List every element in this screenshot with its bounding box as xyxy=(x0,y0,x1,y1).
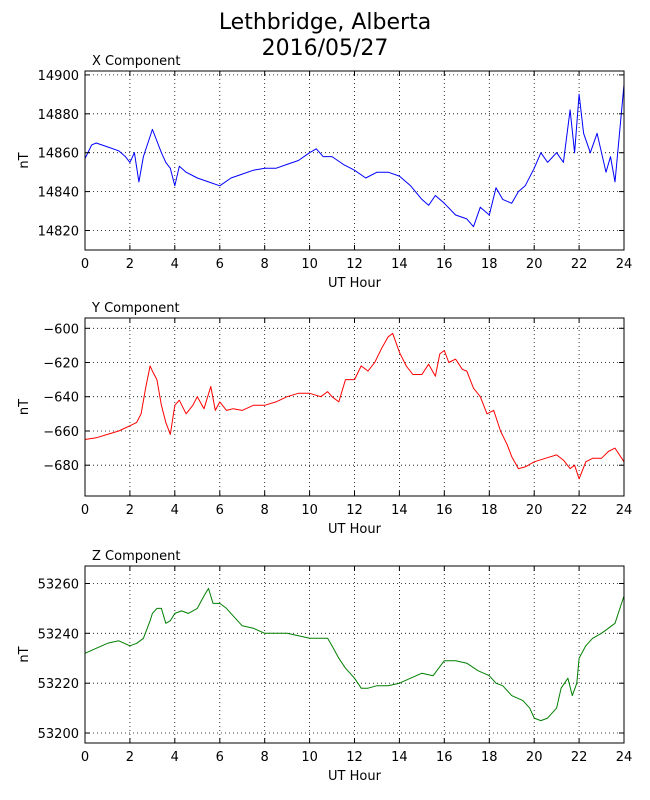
x-x-tick-label: 12 xyxy=(346,257,363,272)
z-x-tick-label: 6 xyxy=(216,750,224,765)
y-x-tick-label: 18 xyxy=(481,503,498,518)
x-x-tick-label: 4 xyxy=(171,257,179,272)
x-x-tick-label: 22 xyxy=(571,257,588,272)
z-panel-title: Z Component xyxy=(92,549,181,564)
z-x-tick-label: 22 xyxy=(571,750,588,765)
y-x-tick-label: 24 xyxy=(616,503,633,518)
y-x-tick-label: 0 xyxy=(81,503,89,518)
z-x-tick-label: 12 xyxy=(346,750,363,765)
chart-title-date: 2016/05/27 xyxy=(261,36,389,61)
y-y-tick-label: −620 xyxy=(43,357,79,372)
y-x-tick-label: 2 xyxy=(126,503,134,518)
y-x-tick-label: 6 xyxy=(216,503,224,518)
z-x-tick-label: 14 xyxy=(391,750,408,765)
y-x-tick-label: 8 xyxy=(261,503,269,518)
y-y-tick-label: −640 xyxy=(43,391,79,406)
y-y-tick-label: −660 xyxy=(43,425,79,440)
y-x-tick-label: 10 xyxy=(301,503,318,518)
z-series-line xyxy=(84,587,625,722)
x-y-tick-label: 14900 xyxy=(38,69,79,84)
z-x-tick-label: 24 xyxy=(616,750,633,765)
z-x-tick-label: 8 xyxy=(261,750,269,765)
y-x-tick-label: 4 xyxy=(171,503,179,518)
x-x-tick-label: 24 xyxy=(616,257,633,272)
y-x-tick-label: 22 xyxy=(571,503,588,518)
x-x-tick-label: 14 xyxy=(391,257,408,272)
x-x-tick-label: 6 xyxy=(216,257,224,272)
x-x-tick-label: 8 xyxy=(261,257,269,272)
y-series-line xyxy=(84,332,625,480)
x-x-tick-label: 10 xyxy=(301,257,318,272)
x-series-line xyxy=(84,84,625,228)
y-x-axis-label: UT Hour xyxy=(328,522,382,537)
x-x-tick-label: 20 xyxy=(526,257,543,272)
y-x-tick-label: 12 xyxy=(346,503,363,518)
x-x-tick-label: 16 xyxy=(436,257,453,272)
y-y-axis-label: nT xyxy=(17,399,32,415)
y-y-tick-label: −680 xyxy=(43,459,79,474)
z-x-tick-label: 2 xyxy=(126,750,134,765)
y-y-tick-label: −600 xyxy=(43,322,79,337)
x-x-axis-label: UT Hour xyxy=(328,276,382,291)
x-y-tick-label: 14880 xyxy=(38,108,79,123)
z-y-tick-label: 53240 xyxy=(38,627,79,642)
z-x-tick-label: 20 xyxy=(526,750,543,765)
x-x-tick-label: 2 xyxy=(126,257,134,272)
z-y-tick-label: 53200 xyxy=(38,727,79,742)
x-y-tick-label: 14820 xyxy=(38,225,79,240)
x-x-tick-label: 18 xyxy=(481,257,498,272)
z-y-tick-label: 53260 xyxy=(38,578,79,593)
chart-title-location: Lethbridge, Alberta xyxy=(218,10,432,35)
y-panel-title: Y Component xyxy=(91,301,180,316)
z-x-tick-label: 18 xyxy=(481,750,498,765)
z-y-axis-label: nT xyxy=(17,646,32,662)
x-y-axis-label: nT xyxy=(17,152,32,168)
z-x-tick-label: 0 xyxy=(81,750,89,765)
x-y-tick-label: 14840 xyxy=(38,186,79,201)
x-y-tick-label: 14860 xyxy=(38,147,79,162)
z-y-tick-label: 53220 xyxy=(38,677,79,692)
y-x-tick-label: 16 xyxy=(436,503,453,518)
z-x-axis-label: UT Hour xyxy=(328,769,382,784)
x-panel-title: X Component xyxy=(92,54,181,69)
z-x-tick-label: 10 xyxy=(301,750,318,765)
x-x-tick-label: 0 xyxy=(81,257,89,272)
z-x-tick-label: 4 xyxy=(171,750,179,765)
z-x-tick-label: 16 xyxy=(436,750,453,765)
y-x-tick-label: 14 xyxy=(391,503,408,518)
y-x-tick-label: 20 xyxy=(526,503,543,518)
